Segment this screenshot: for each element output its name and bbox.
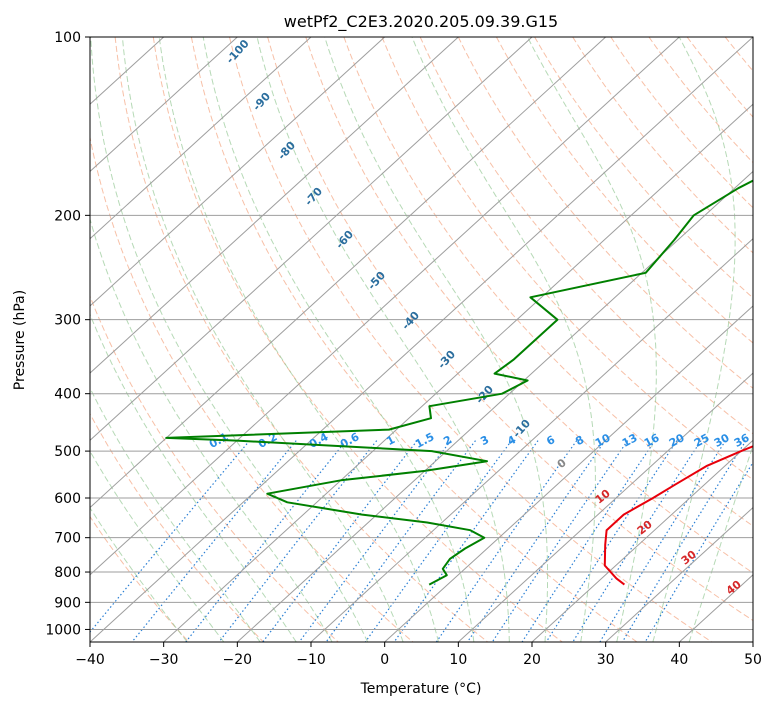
y-axis-label: Pressure (hPa) bbox=[12, 290, 28, 390]
mixing-ratio-line bbox=[644, 461, 753, 642]
dry-adiabat bbox=[267, 37, 753, 622]
y-tick-label: 400 bbox=[54, 387, 81, 403]
moist-adiabat bbox=[90, 387, 261, 642]
dry-adiabat bbox=[305, 37, 753, 574]
isotherm-line bbox=[457, 372, 753, 642]
y-tick-label: 300 bbox=[54, 313, 81, 329]
dewpoint-profile-line bbox=[165, 179, 753, 586]
x-tick-label: −30 bbox=[149, 652, 179, 668]
isotherm-line bbox=[163, 103, 753, 642]
moist-adiabat bbox=[90, 313, 297, 642]
isotherm-line bbox=[90, 37, 753, 642]
moist-adiabat bbox=[121, 37, 404, 642]
y-tick-label: 600 bbox=[54, 491, 81, 507]
moist-adiabat bbox=[90, 217, 333, 642]
y-tick-label: 1000 bbox=[45, 622, 81, 638]
moist-adiabat bbox=[256, 37, 510, 642]
y-tick-label: 900 bbox=[54, 595, 81, 611]
mixing-ratio-line bbox=[185, 440, 347, 642]
dry-adiabat bbox=[90, 295, 339, 642]
mixing-ratio-line bbox=[435, 440, 578, 642]
moist-adiabat bbox=[90, 450, 225, 642]
mixing-ratio-line bbox=[393, 440, 539, 642]
x-tick-label: −40 bbox=[75, 652, 105, 668]
isotherm-line bbox=[605, 506, 753, 642]
x-axis-ticks: −40 −30 −20 −10 0 10 20 30 40 50 bbox=[75, 642, 762, 668]
isotherm-line bbox=[90, 37, 680, 576]
dry-adiabat bbox=[534, 37, 753, 299]
dry-adiabat bbox=[495, 37, 753, 344]
plot-frame bbox=[89, 36, 754, 643]
x-tick-label: 30 bbox=[597, 652, 615, 668]
mixing-ratio-line bbox=[521, 440, 656, 642]
mixing-ratio-line bbox=[364, 440, 512, 642]
mixing-ratio-label: 10 bbox=[593, 431, 613, 450]
isotherm-line bbox=[384, 305, 753, 642]
x-tick-label: 50 bbox=[744, 652, 762, 668]
mixing-ratio-line bbox=[467, 440, 606, 642]
x-tick-label: 0 bbox=[380, 652, 389, 668]
mixing-ratio-line bbox=[218, 440, 378, 642]
mixing-ratio-label: 25 bbox=[692, 431, 712, 450]
mixing-ratio-line bbox=[325, 440, 476, 642]
isotherm-line bbox=[90, 37, 238, 173]
x-tick-label: −20 bbox=[223, 652, 253, 668]
moist-adiabat bbox=[527, 37, 657, 642]
y-tick-label: 100 bbox=[54, 30, 81, 46]
mixing-ratio-line bbox=[131, 440, 297, 642]
mixing-ratio-label: 16 bbox=[642, 431, 662, 450]
mixing-ratio-label: 20 bbox=[667, 431, 687, 450]
isotherm-line bbox=[90, 37, 533, 442]
isotherm-line bbox=[90, 37, 312, 240]
dry-adiabat bbox=[381, 37, 753, 481]
background-grid bbox=[90, 37, 753, 642]
dry-adiabat bbox=[190, 37, 638, 642]
moist-adiabat bbox=[688, 444, 753, 642]
isotherm-line bbox=[236, 170, 753, 642]
dry-adiabat bbox=[648, 37, 753, 164]
x-tick-label: 20 bbox=[523, 652, 541, 668]
temperature-profile-line bbox=[603, 445, 753, 586]
x-axis-label: Temperature (°C) bbox=[360, 681, 482, 697]
mixing-ratio-label: 30 bbox=[712, 431, 732, 450]
dry-adiabat bbox=[610, 37, 753, 209]
profile-lines bbox=[165, 179, 753, 586]
moist-adiabat bbox=[324, 37, 549, 642]
dry-adiabat bbox=[90, 412, 264, 642]
mixing-ratio-label: 13 bbox=[620, 431, 640, 450]
isotherm-line bbox=[90, 37, 386, 307]
mixing-ratio-line bbox=[491, 440, 629, 642]
x-tick-label: 40 bbox=[670, 652, 688, 668]
moist-adiabat bbox=[202, 37, 475, 642]
dry-adiabat bbox=[114, 37, 488, 642]
y-tick-label: 700 bbox=[54, 531, 81, 547]
x-tick-label: 10 bbox=[449, 652, 467, 668]
dry-adiabat bbox=[90, 515, 190, 642]
dry-adiabat bbox=[229, 37, 712, 642]
chart-title: wetPf2_C2E3.2020.205.09.39.G15 bbox=[284, 12, 558, 32]
moist-adiabat bbox=[158, 37, 439, 642]
isotherm-line bbox=[90, 37, 607, 509]
y-axis-ticks: 100 200 300 400 500 600 700 800 900 1000 bbox=[45, 30, 90, 638]
x-tick-label: −10 bbox=[296, 652, 326, 668]
isotherm-line bbox=[90, 37, 459, 374]
isotherm-line bbox=[310, 237, 753, 642]
moist-adiabat bbox=[90, 37, 369, 642]
y-tick-label: 200 bbox=[54, 208, 81, 224]
moist-adiabat bbox=[652, 37, 736, 642]
mixing-ratio-line bbox=[545, 440, 678, 642]
mixing-ratio-label: 36 bbox=[732, 431, 752, 450]
y-tick-label: 800 bbox=[54, 565, 81, 581]
y-tick-label: 500 bbox=[54, 444, 81, 460]
dry-adiabat bbox=[152, 37, 563, 642]
mixing-ratio-line bbox=[572, 440, 702, 642]
isotherm-line bbox=[531, 439, 753, 642]
